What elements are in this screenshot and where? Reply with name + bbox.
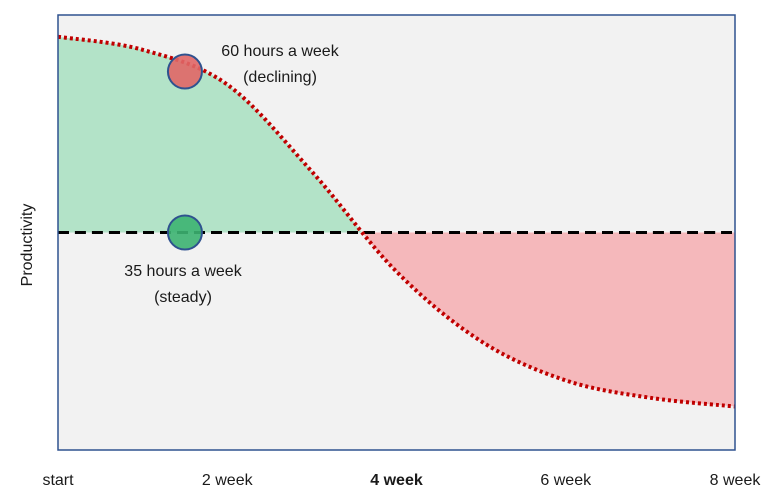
plot-layer	[57, 34, 736, 409]
marker	[166, 53, 203, 90]
marker	[166, 214, 203, 251]
fill-below	[58, 232, 735, 407]
annotation: (steady)	[154, 289, 212, 306]
x-tick-label: 8 week	[710, 472, 762, 489]
plot-border	[57, 14, 736, 451]
y-axis-label: Productivity	[19, 204, 36, 287]
annotation: 35 hours a week	[124, 263, 242, 280]
x-tick-label: 4 week	[370, 472, 423, 489]
fill-above	[58, 36, 735, 233]
x-tick-label: 6 week	[540, 472, 592, 489]
x-tick-label: 2 week	[202, 472, 254, 489]
annotation: (declining)	[243, 69, 317, 86]
x-tick-label: start	[42, 472, 74, 489]
annotation: 60 hours a week	[221, 43, 339, 60]
